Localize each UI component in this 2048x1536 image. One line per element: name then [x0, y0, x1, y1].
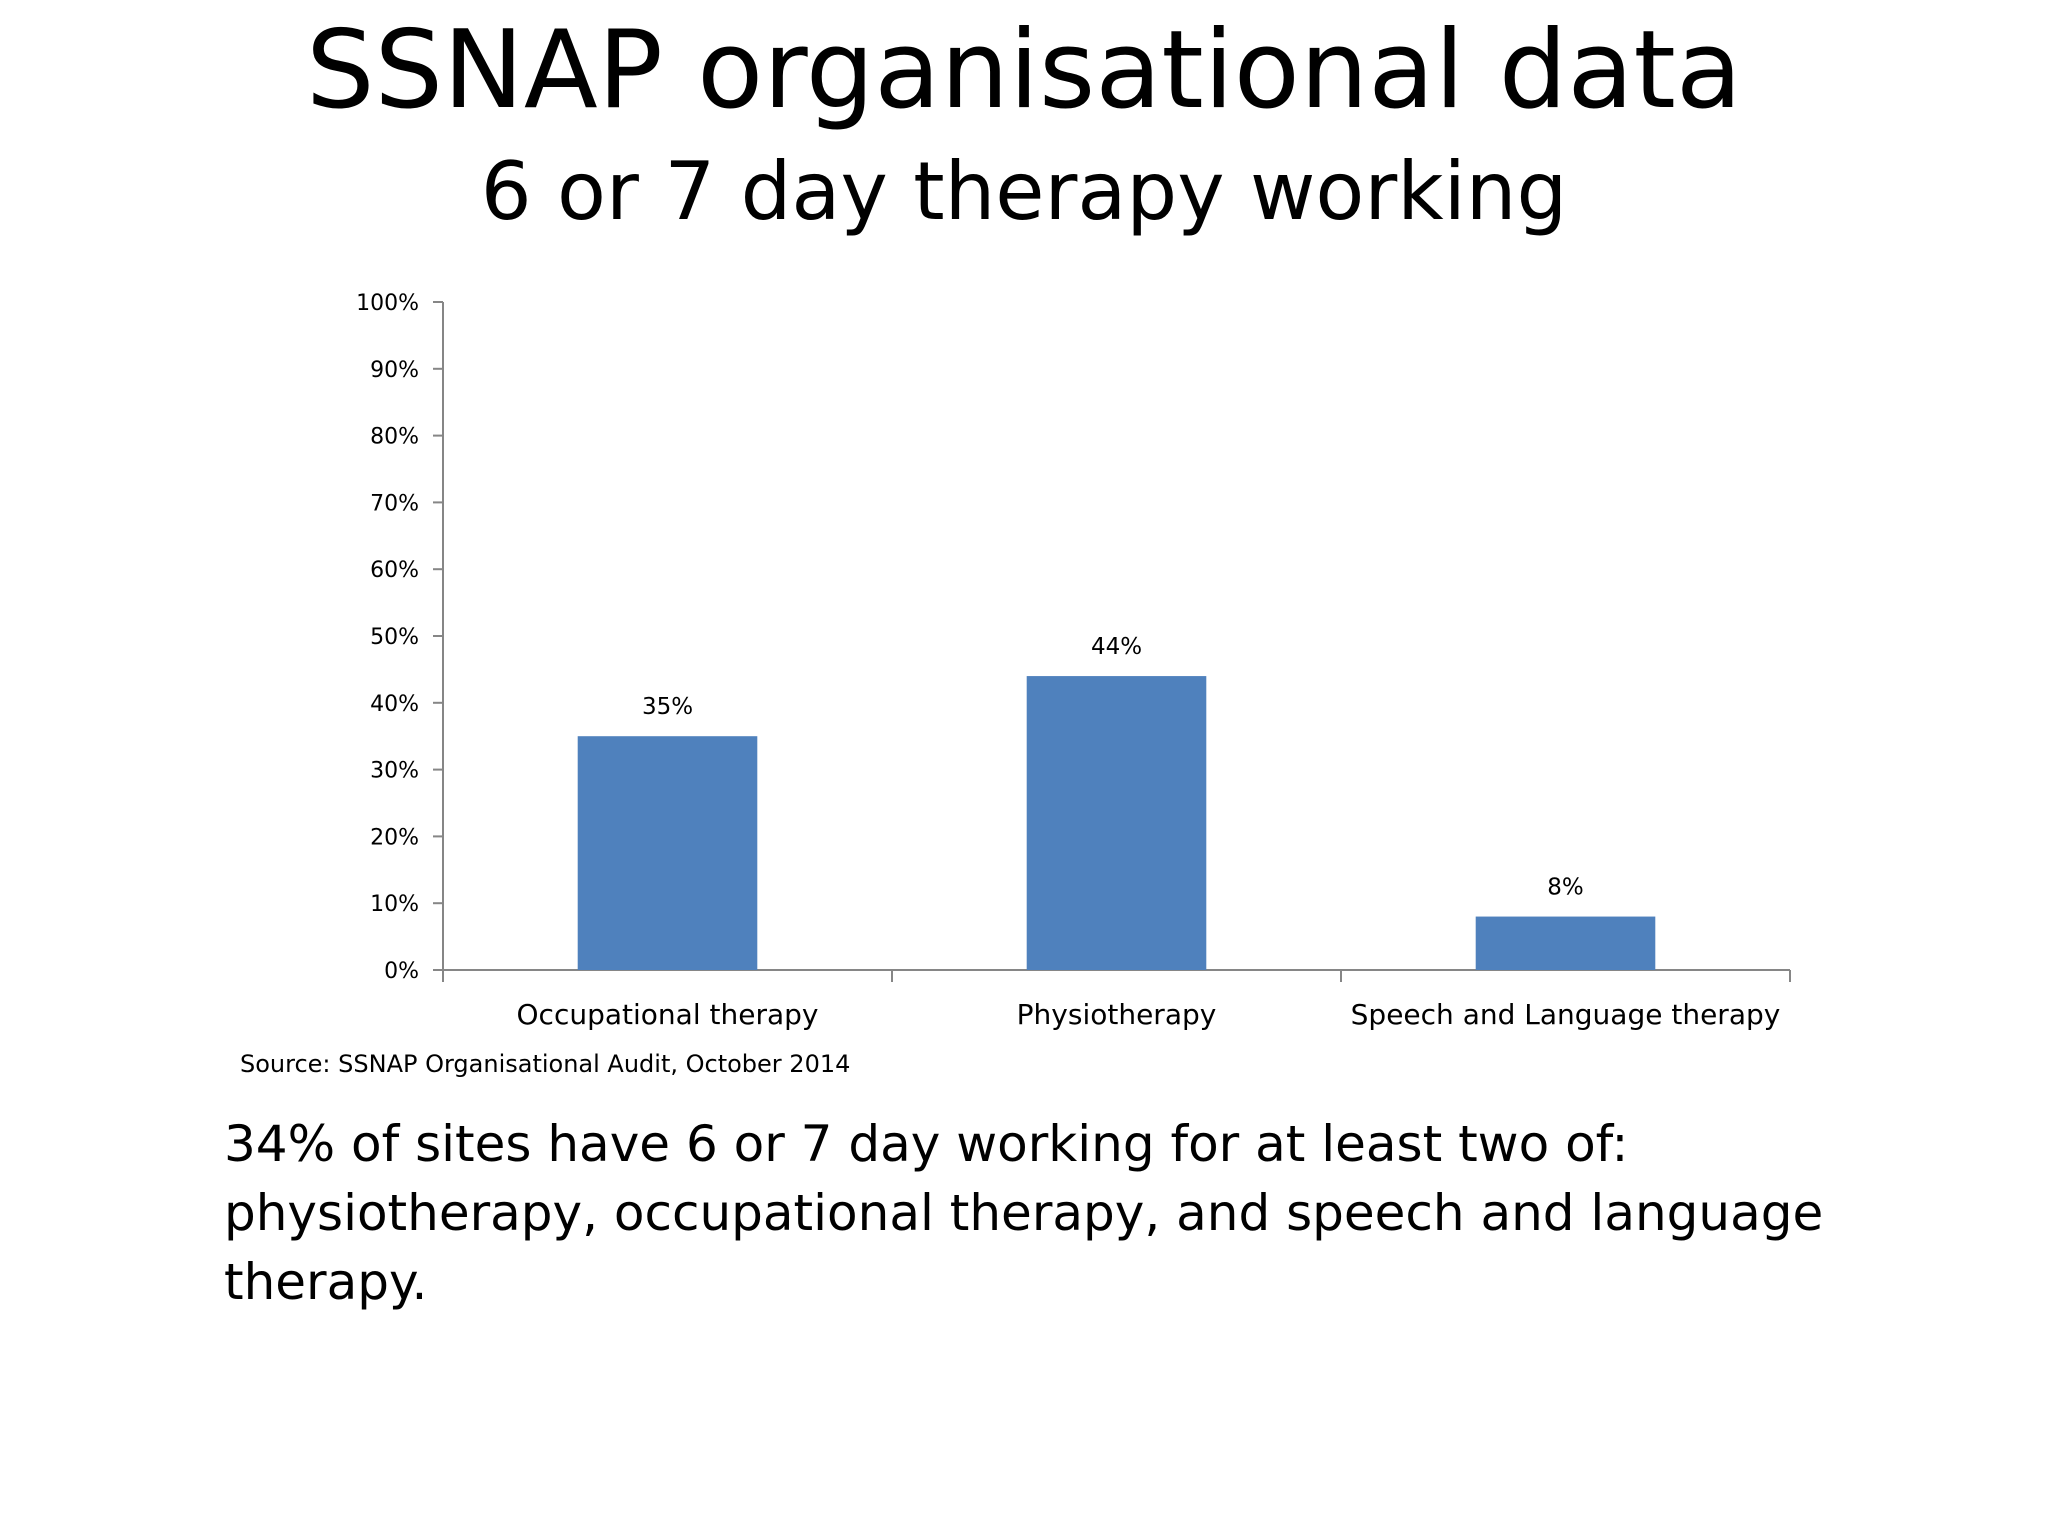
source-note: Source: SSNAP Organisational Audit, Octo… [240, 1050, 851, 1078]
data-label: 8% [1547, 875, 1584, 901]
y-tick-label: 30% [370, 759, 419, 784]
y-tick-label: 0% [384, 959, 419, 984]
data-labels: 35% 44% 8% [642, 634, 1584, 900]
data-label: 35% [642, 694, 693, 720]
data-label: 44% [1091, 634, 1142, 660]
y-axis: 0% 10% 20% 30% 40% 50% 60% 70% 80% 90% 100% [356, 291, 444, 984]
y-tick-label: 90% [370, 358, 419, 383]
y-tick-label: 50% [370, 625, 419, 650]
y-tick-label: 10% [370, 892, 419, 917]
y-tick-label: 100% [356, 291, 419, 316]
y-tick-label: 40% [370, 692, 419, 717]
x-category-label: Physiotherapy [1017, 998, 1217, 1031]
x-category-label: Speech and Language therapy [1351, 998, 1781, 1031]
slide-subtitle: 6 or 7 day therapy working [480, 145, 1568, 238]
bar [577, 736, 758, 970]
x-category-label: Occupational therapy [517, 998, 819, 1031]
slide-title: SSNAP organisational data [305, 8, 1743, 133]
bars [577, 676, 1656, 970]
bar [1475, 916, 1656, 970]
y-tick-label: 20% [370, 825, 419, 850]
y-tick-label: 70% [370, 491, 419, 516]
y-tick-label: 80% [370, 425, 419, 450]
y-tick-label: 60% [370, 558, 419, 583]
summary-text: 34% of sites have 6 or 7 day working for… [224, 1115, 1824, 1311]
x-axis: Occupational therapy Physiotherapy Speech … [442, 969, 1791, 1031]
bar [1026, 676, 1207, 970]
